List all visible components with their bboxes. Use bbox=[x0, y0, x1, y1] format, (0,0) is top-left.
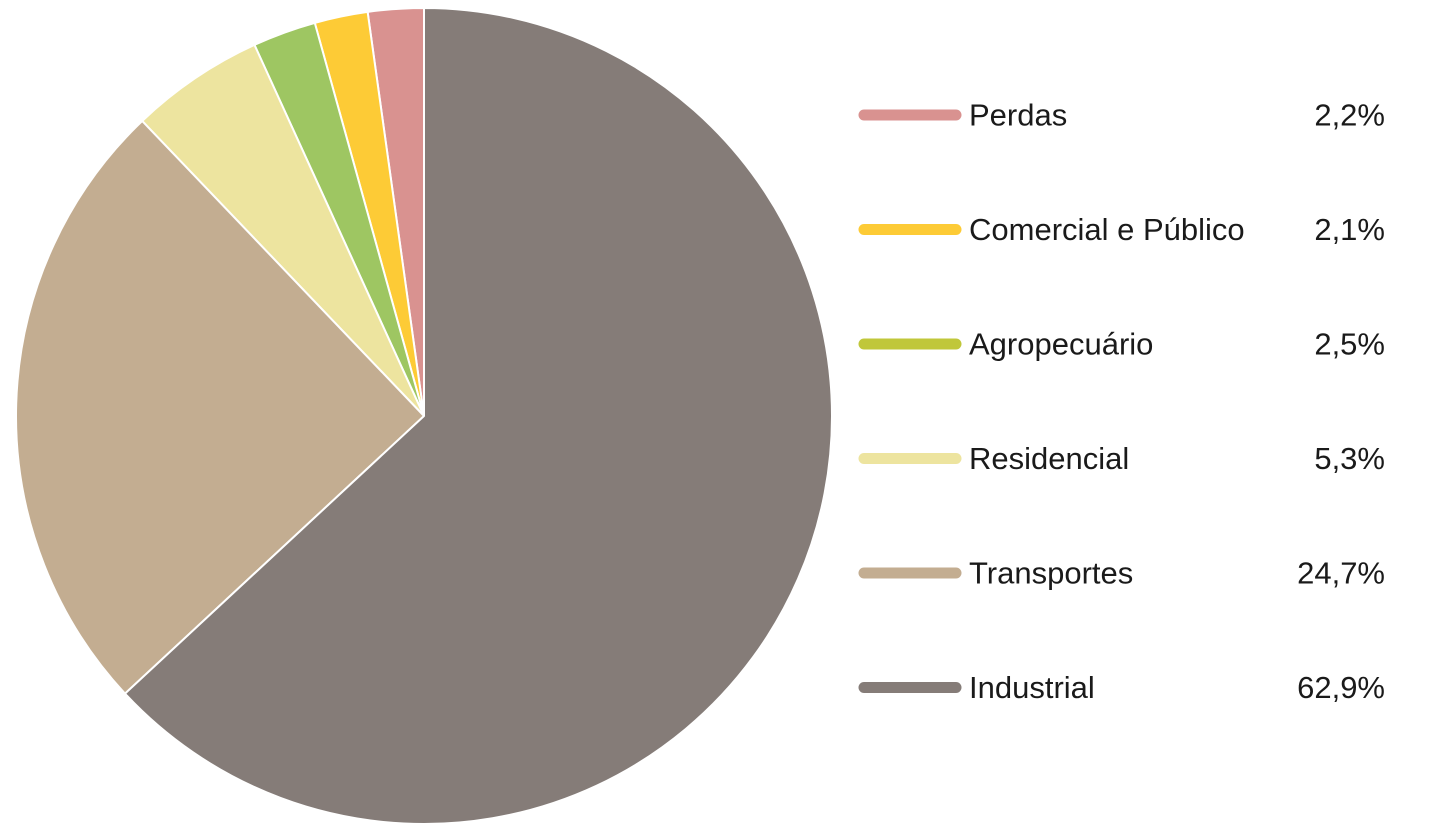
legend: Perdas 2,2% Comercial e Público 2,1% Agropec… bbox=[858, 98, 1385, 705]
legend-value-industrial: 62,9% bbox=[1297, 670, 1385, 705]
pie-slice-residencial bbox=[141, 43, 425, 417]
legend-label-agropecu-rio: Agropecuário bbox=[969, 327, 1153, 362]
pie-slice-transportes bbox=[15, 119, 425, 695]
legend-label-perdas: Perdas bbox=[969, 98, 1067, 133]
legend-label-industrial: Industrial bbox=[969, 670, 1095, 705]
legend-value-transportes: 24,7% bbox=[1297, 556, 1385, 591]
legend-value-perdas: 2,2% bbox=[1314, 98, 1385, 133]
legend-value-residencial: 5,3% bbox=[1314, 441, 1385, 476]
legend-value-comercial-e-p-blico: 2,1% bbox=[1314, 212, 1385, 247]
legend-label-comercial-e-p-blico: Comercial e Público bbox=[969, 212, 1245, 247]
legend-label-residencial: Residencial bbox=[969, 441, 1129, 476]
pie-slice-industrial bbox=[124, 7, 833, 824]
pie-slices bbox=[15, 7, 833, 824]
legend-label-transportes: Transportes bbox=[969, 556, 1133, 591]
legend-value-agropecu-rio: 2,5% bbox=[1314, 327, 1385, 362]
